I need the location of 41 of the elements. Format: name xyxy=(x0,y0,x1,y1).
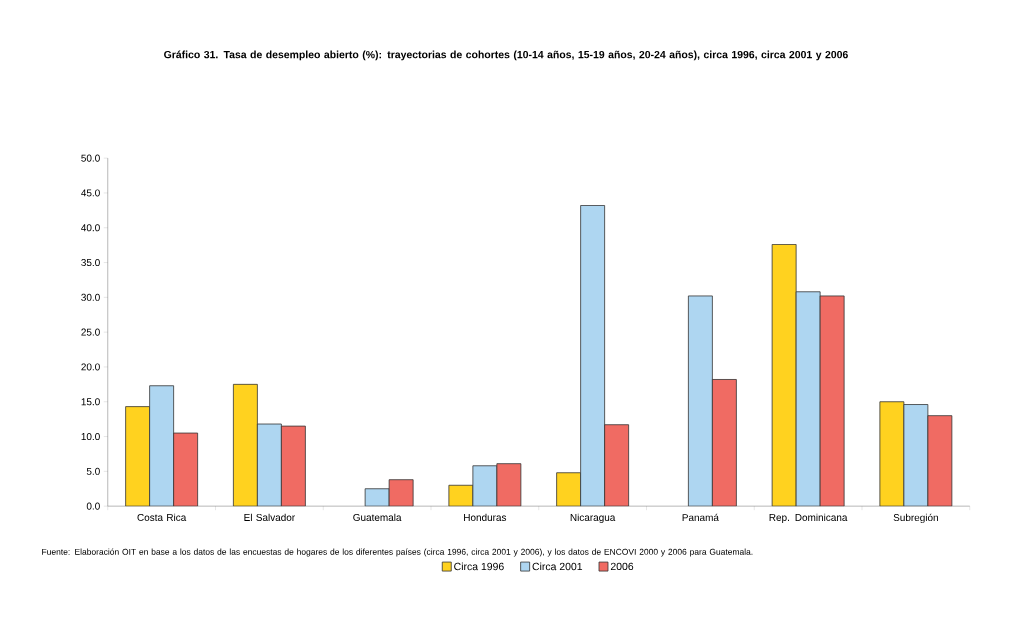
bar xyxy=(125,406,151,507)
legend-label: Circa 2001 xyxy=(532,562,583,571)
y-tick-label: 50.0 xyxy=(81,154,100,162)
x-tick-label: Costa Rica xyxy=(137,513,187,521)
y-tick-label: 25.0 xyxy=(81,328,100,336)
y-tick-label: 0.0 xyxy=(86,502,100,510)
bar xyxy=(687,295,713,507)
bar xyxy=(879,401,905,507)
y-tick-label: 20.0 xyxy=(81,363,100,371)
bar xyxy=(232,383,258,507)
bar xyxy=(580,205,606,507)
x-tick-label: Nicaragua xyxy=(570,513,616,523)
bar xyxy=(556,472,582,507)
bar xyxy=(149,385,175,507)
y-tick-label: 35.0 xyxy=(81,259,100,267)
chart-title: Gráfico 31. Tasa de desempleo abierto (%): trayectorias de cohortes (10-14 años, 15-19 años, 20-24 años), circa 1996, circa 2001 y 2006 xyxy=(164,50,848,61)
y-tick-label: 15.0 xyxy=(81,398,100,406)
x-tick-label: Panamá xyxy=(682,513,719,522)
y-tick-label: 30.0 xyxy=(81,293,100,301)
bar xyxy=(771,244,797,507)
bar xyxy=(819,295,845,507)
bar xyxy=(903,404,929,507)
x-tick-label: Subregión xyxy=(893,513,938,524)
x-tick-label: Rep. Dominicana xyxy=(769,513,848,523)
y-tick-label: 40.0 xyxy=(81,224,100,232)
bar xyxy=(280,425,306,507)
y-tick-label: 45.0 xyxy=(81,189,100,197)
legend-label: Circa 1996 xyxy=(454,562,504,571)
legend-label: 2006 xyxy=(610,562,634,571)
bar xyxy=(795,291,821,507)
y-tick-label: 10.0 xyxy=(81,433,100,441)
x-tick-label: Guatemala xyxy=(353,513,402,521)
source-note: Fuente: Elaboración OIT en base a los datos de las encuestas de hogares de los diferentes países (circa 1996, circa 2001 y 2006), y los datos de ENCOVI 2000 y 2006 para Guatemala. xyxy=(42,548,753,557)
y-tick-label: 5.0 xyxy=(86,467,100,475)
bar xyxy=(604,424,630,507)
bar xyxy=(173,432,199,507)
bar xyxy=(927,415,953,507)
x-tick-label: Honduras xyxy=(464,513,507,521)
x-tick-label: El Salvador xyxy=(244,513,295,521)
bar xyxy=(256,423,282,507)
bar xyxy=(711,379,737,507)
